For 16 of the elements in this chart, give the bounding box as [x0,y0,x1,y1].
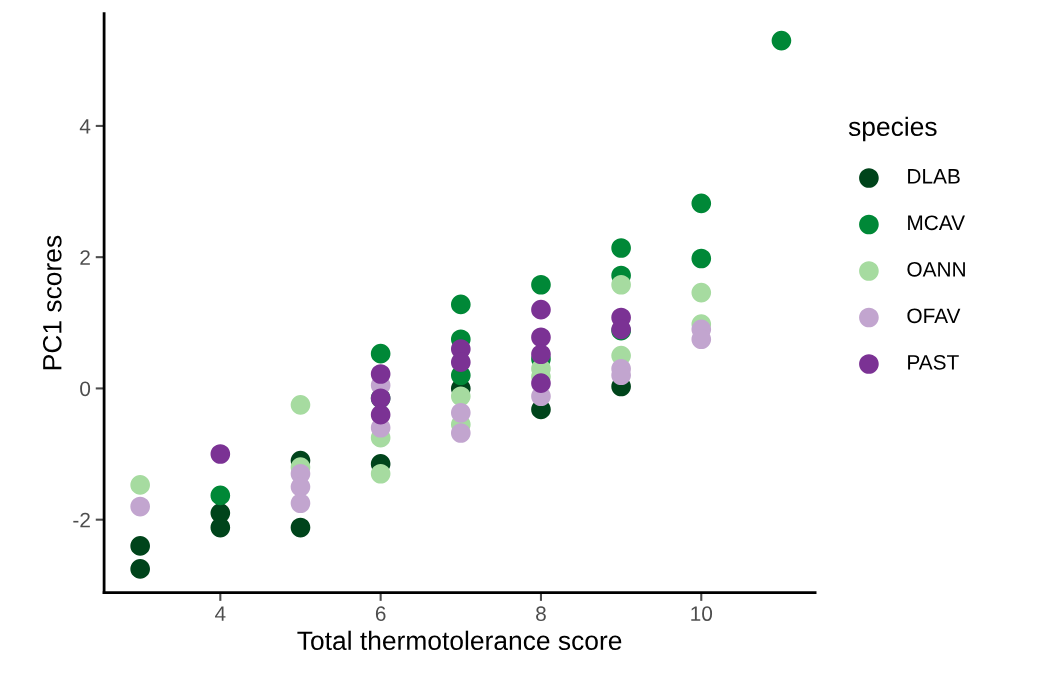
y-tick-label: 0 [80,381,91,397]
x-tick-label: 4 [215,606,226,621]
x-axis-title: Total thermotolerance score [297,630,622,651]
y-tick-label: 4 [79,119,91,134]
y-tick-label: 2 [80,250,90,265]
y-tick-label: -2 [73,512,90,528]
legend-label: OANN [907,261,965,277]
legend-label: PAST [908,354,959,370]
legend-label: OFAV [907,308,961,324]
x-tick-label: 8 [536,606,546,622]
legend-title: species [848,116,937,142]
legend-label: DLAB [908,169,960,184]
legend-label: MCAV [908,215,965,231]
x-tick-label: 10 [691,606,713,622]
x-tick-label: 6 [375,606,386,622]
y-axis-title: PC1 scores [42,235,62,370]
